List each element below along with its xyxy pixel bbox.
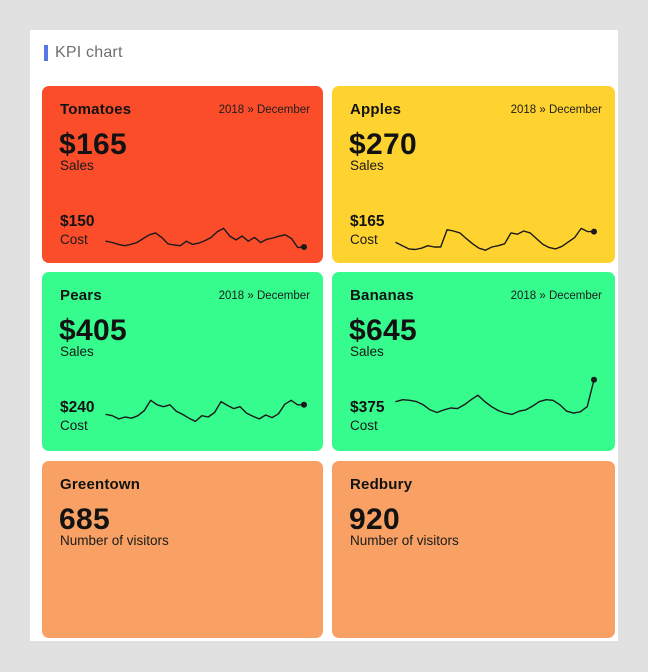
kpi-card-bananas: Bananas 2018 » December $645 Sales $375 … bbox=[332, 272, 615, 451]
cost-value: $240 bbox=[60, 399, 95, 416]
page-header: KPI chart bbox=[44, 44, 123, 62]
cost-value: $165 bbox=[350, 213, 385, 230]
kpi-card-greentown: Greentown 685 Number of visitors bbox=[42, 461, 323, 638]
card-period: 2018 » December bbox=[510, 104, 602, 116]
visitors-label: Number of visitors bbox=[350, 533, 459, 548]
cost-sparkline bbox=[394, 376, 600, 440]
card-title: Greentown bbox=[60, 476, 141, 493]
cost-label: Cost bbox=[350, 418, 378, 433]
title-accent-bar bbox=[44, 45, 48, 61]
visitors-label: Number of visitors bbox=[60, 533, 169, 548]
sales-label: Sales bbox=[350, 344, 384, 359]
card-period: 2018 » December bbox=[218, 104, 310, 116]
cost-sparkline bbox=[104, 190, 310, 254]
sales-label: Sales bbox=[350, 158, 384, 173]
page-title: KPI chart bbox=[55, 44, 123, 61]
cost-label: Cost bbox=[350, 232, 378, 247]
card-period: 2018 » December bbox=[510, 290, 602, 302]
cost-value: $375 bbox=[350, 399, 385, 416]
kpi-card-tomatoes: Tomatoes 2018 » December $165 Sales $150… bbox=[42, 86, 323, 263]
sales-label: Sales bbox=[60, 344, 94, 359]
cost-sparkline bbox=[104, 376, 310, 440]
sales-label: Sales bbox=[60, 158, 94, 173]
cost-sparkline bbox=[394, 190, 600, 254]
sales-value: $405 bbox=[59, 314, 127, 347]
cost-value: $150 bbox=[60, 213, 95, 230]
kpi-panel: KPI chart Tomatoes 2018 » December $165 … bbox=[30, 30, 618, 641]
card-title: Pears bbox=[60, 287, 102, 304]
card-title: Redbury bbox=[350, 476, 413, 493]
kpi-card-apples: Apples 2018 » December $270 Sales $165 C… bbox=[332, 86, 615, 263]
card-title: Tomatoes bbox=[60, 101, 132, 118]
kpi-card-redbury: Redbury 920 Number of visitors bbox=[332, 461, 615, 638]
card-title: Bananas bbox=[350, 287, 414, 304]
sales-value: $270 bbox=[349, 128, 417, 161]
visitors-value: 685 bbox=[59, 503, 110, 536]
card-title: Apples bbox=[350, 101, 402, 118]
card-period: 2018 » December bbox=[218, 290, 310, 302]
sales-value: $165 bbox=[59, 128, 127, 161]
visitors-value: 920 bbox=[349, 503, 400, 536]
sales-value: $645 bbox=[349, 314, 417, 347]
cost-label: Cost bbox=[60, 232, 88, 247]
kpi-card-pears: Pears 2018 » December $405 Sales $240 Co… bbox=[42, 272, 323, 451]
cost-label: Cost bbox=[60, 418, 88, 433]
